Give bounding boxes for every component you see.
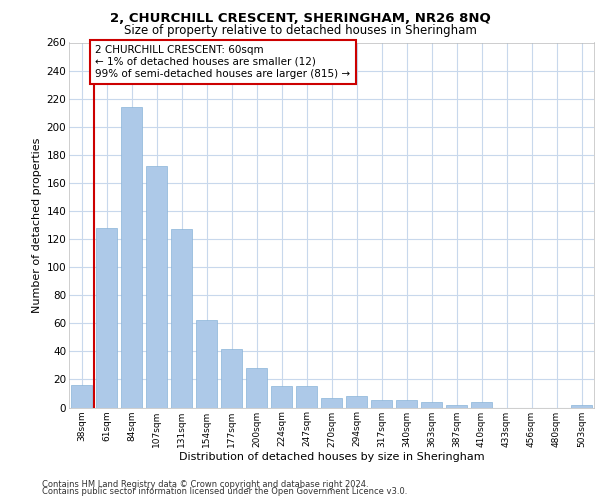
Bar [246,368,267,408]
Text: Contains public sector information licensed under the Open Government Licence v3: Contains public sector information licen… [42,488,407,496]
Y-axis label: Number of detached properties: Number of detached properties [32,138,43,312]
Bar [346,396,367,407]
Bar [421,402,442,407]
Bar [196,320,217,408]
Bar [271,386,292,407]
Bar [121,107,142,408]
Bar [146,166,167,408]
Bar [571,404,592,407]
Bar [321,398,342,407]
Text: 2 CHURCHILL CRESCENT: 60sqm
← 1% of detached houses are smaller (12)
99% of semi: 2 CHURCHILL CRESCENT: 60sqm ← 1% of deta… [95,46,350,78]
Bar [396,400,417,407]
Bar [71,385,92,407]
Text: Contains HM Land Registry data © Crown copyright and database right 2024.: Contains HM Land Registry data © Crown c… [42,480,368,489]
Bar [171,229,192,408]
Bar [96,228,117,408]
X-axis label: Distribution of detached houses by size in Sheringham: Distribution of detached houses by size … [179,452,484,462]
Bar [371,400,392,407]
Bar [446,404,467,407]
Text: 2, CHURCHILL CRESCENT, SHERINGHAM, NR26 8NQ: 2, CHURCHILL CRESCENT, SHERINGHAM, NR26 … [110,12,490,24]
Bar [296,386,317,407]
Bar [471,402,492,407]
Text: Size of property relative to detached houses in Sheringham: Size of property relative to detached ho… [124,24,476,37]
Bar [221,348,242,408]
